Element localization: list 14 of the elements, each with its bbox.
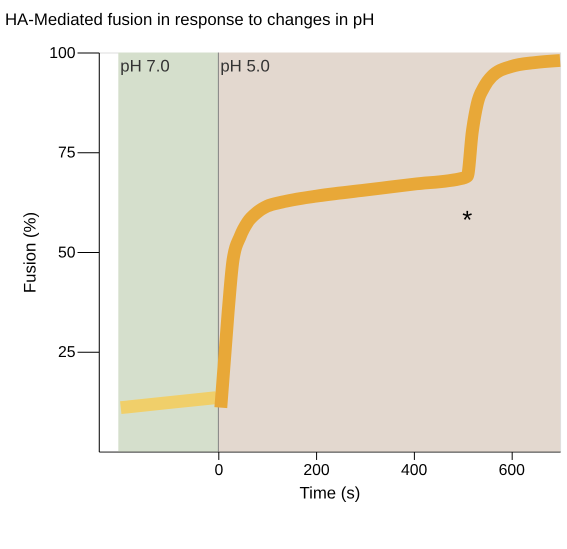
chart-title: HA-Mediated fusion in response to changes in pH [4,10,374,29]
x-tick-label: 600 [498,462,526,479]
x-tick-label: 0 [214,462,224,479]
band-label: pH 5.0 [220,56,270,76]
band-label: pH 7.0 [120,56,170,76]
y-tick-label: 25 [58,344,76,362]
y-axis-title: Fusion (%) [20,212,40,294]
y-tick-label: 50 [58,244,76,262]
annotation: * [462,206,472,234]
x-axis-title: Time (s) [299,483,360,502]
y-tick-label: 100 [49,44,76,62]
x-tick-label: 200 [303,462,330,479]
y-tick-label: 75 [58,144,76,162]
x-tick-label: 400 [400,462,428,479]
